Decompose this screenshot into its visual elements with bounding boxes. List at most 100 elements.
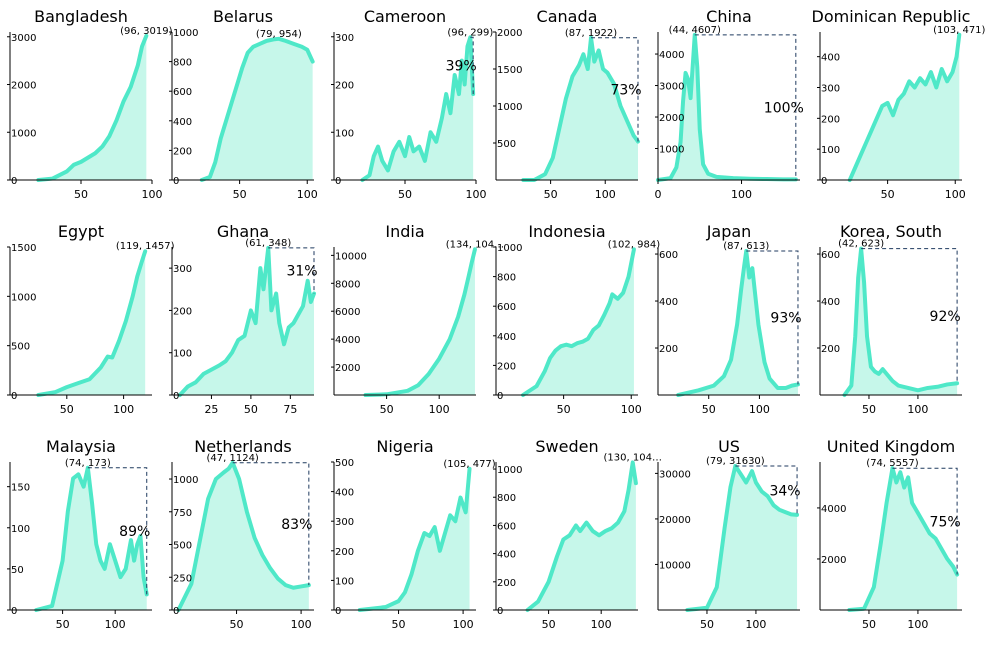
data-point bbox=[263, 288, 265, 290]
series-line bbox=[363, 247, 477, 397]
data-point bbox=[225, 120, 227, 122]
panel-title: Ghana bbox=[217, 222, 269, 241]
data-point bbox=[796, 514, 798, 516]
x-tick-label: 100 bbox=[291, 618, 312, 631]
peak-label: (96, 3019) bbox=[120, 26, 172, 37]
data-point bbox=[790, 513, 792, 515]
data-point bbox=[410, 573, 412, 575]
x-tick-label: 75 bbox=[283, 403, 297, 416]
x-tick-label: 100 bbox=[105, 618, 126, 631]
data-point bbox=[275, 293, 277, 295]
x-tick-label: 50 bbox=[702, 403, 716, 416]
x-tick-label: 100 bbox=[429, 403, 450, 416]
panel-korea-south: Korea, South 50 100 200 400 600(42, 623) 92% bbox=[817, 222, 962, 416]
panel-title: Cameroon bbox=[364, 7, 446, 26]
data-point bbox=[582, 341, 584, 343]
data-point bbox=[292, 587, 294, 589]
data-point bbox=[244, 335, 246, 337]
data-point bbox=[454, 74, 456, 76]
data-point bbox=[582, 53, 584, 55]
data-point bbox=[696, 66, 698, 68]
data-point bbox=[863, 281, 865, 283]
data-point bbox=[946, 383, 948, 385]
data-point bbox=[878, 373, 880, 375]
peak-label: (61, 348) bbox=[245, 238, 291, 249]
data-point bbox=[777, 387, 779, 389]
y-tick-label: 200 bbox=[173, 146, 192, 157]
data-point bbox=[767, 495, 769, 497]
y-tick-label: 2000 bbox=[659, 113, 684, 124]
data-point bbox=[438, 358, 440, 360]
y-tick-label: 0 bbox=[173, 606, 179, 617]
data-point bbox=[469, 468, 471, 470]
data-point bbox=[592, 530, 594, 532]
data-point bbox=[675, 166, 677, 168]
y-tick-label: 750 bbox=[173, 508, 192, 519]
data-point bbox=[707, 173, 709, 175]
data-point bbox=[956, 56, 958, 58]
data-point bbox=[132, 295, 134, 297]
x-tick-label: 50 bbox=[244, 403, 258, 416]
data-point bbox=[285, 584, 287, 586]
data-point bbox=[130, 86, 132, 88]
data-point bbox=[895, 481, 897, 483]
data-point bbox=[464, 84, 466, 86]
x-tick-label: 100 bbox=[297, 188, 318, 201]
data-point bbox=[302, 305, 304, 307]
panel-title: Canada bbox=[537, 7, 598, 26]
y-tick-label: 100 bbox=[821, 145, 840, 156]
data-point bbox=[220, 138, 222, 140]
data-point bbox=[369, 174, 370, 176]
decline-percent: 100% bbox=[764, 100, 804, 116]
data-point bbox=[72, 477, 74, 479]
y-tick-label: 100 bbox=[173, 349, 192, 360]
area-fill bbox=[849, 468, 958, 610]
data-point bbox=[66, 170, 68, 172]
data-point bbox=[598, 50, 600, 51]
data-point bbox=[228, 468, 230, 470]
data-point bbox=[449, 112, 451, 114]
data-point bbox=[623, 510, 625, 512]
data-point bbox=[937, 386, 939, 388]
data-point bbox=[698, 389, 700, 391]
y-tick-label: 800 bbox=[497, 493, 516, 504]
panel-title: Netherlands bbox=[194, 437, 292, 456]
data-point bbox=[269, 567, 271, 569]
data-point bbox=[377, 146, 379, 148]
data-point bbox=[461, 60, 463, 62]
data-point bbox=[404, 155, 406, 157]
data-point bbox=[254, 537, 256, 539]
data-point bbox=[940, 548, 942, 550]
data-point bbox=[784, 511, 786, 513]
data-point bbox=[457, 316, 459, 318]
y-tick-label: 100 bbox=[335, 128, 354, 139]
data-point bbox=[435, 141, 437, 143]
y-tick-label: 20000 bbox=[659, 515, 691, 526]
data-point bbox=[740, 288, 742, 290]
data-point bbox=[231, 352, 233, 354]
peak-label: (44, 4607) bbox=[669, 25, 721, 36]
series-line bbox=[34, 465, 149, 612]
area-fill bbox=[523, 249, 634, 395]
data-point bbox=[952, 71, 954, 73]
series-line bbox=[656, 32, 798, 182]
decline-guide bbox=[268, 247, 315, 294]
y-tick-label: 0 bbox=[335, 176, 341, 187]
data-point bbox=[544, 173, 546, 175]
data-point bbox=[579, 530, 581, 532]
decline-percent: 83% bbox=[281, 517, 312, 533]
data-point bbox=[77, 473, 79, 475]
series-line bbox=[521, 35, 640, 182]
decline-guide bbox=[591, 37, 639, 142]
data-point bbox=[569, 534, 571, 536]
peak-label: (103, 471) bbox=[933, 25, 985, 36]
data-point bbox=[95, 543, 97, 545]
series-line bbox=[176, 460, 311, 612]
area-fill bbox=[179, 247, 314, 395]
x-tick-label: 50 bbox=[56, 618, 70, 631]
data-point bbox=[116, 119, 117, 121]
data-point bbox=[743, 265, 745, 267]
data-point bbox=[946, 558, 948, 560]
x-tick-label: 100 bbox=[907, 403, 928, 416]
